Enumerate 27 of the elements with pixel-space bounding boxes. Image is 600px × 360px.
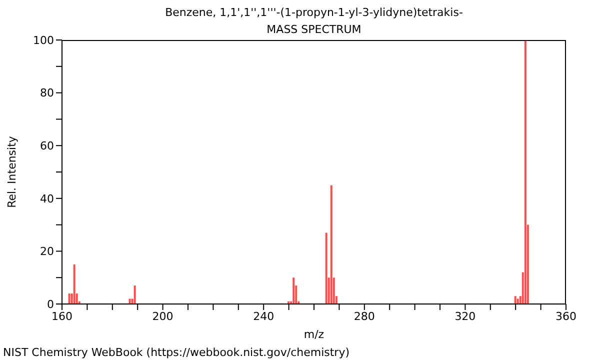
bar — [524, 40, 526, 304]
x-axis-title: m/z — [302, 328, 326, 341]
y-axis-title: Rel. Intensity — [6, 136, 18, 208]
x-tick-label: 200 — [152, 310, 174, 323]
bar — [128, 298, 131, 304]
chart-title: Benzene, 1,1',1'',1'''-(1-propyn-1-yl-3-ylidyne)tetrakis- — [164, 6, 464, 19]
x-tick-label: 240 — [253, 310, 274, 323]
chart-subtitle: MASS SPECTRUM — [266, 23, 362, 36]
bar — [134, 286, 136, 304]
y-tick-label: 80 — [40, 86, 54, 100]
bar — [516, 298, 519, 304]
bar — [325, 232, 328, 304]
y-tick-label: 0 — [47, 298, 54, 311]
x-tick-label: 360 — [556, 310, 576, 323]
bar — [68, 293, 70, 304]
bar — [514, 296, 516, 304]
x-tick-label: 160 — [52, 310, 72, 323]
bar — [73, 264, 76, 304]
y-tick-label: 100 — [33, 34, 54, 47]
x-tick-label: 280 — [354, 310, 375, 323]
y-tick-label: 60 — [40, 140, 54, 153]
bar — [330, 185, 332, 304]
bar — [292, 278, 295, 304]
y-tick-label: 20 — [40, 245, 54, 258]
y-tick-label: 40 — [40, 192, 54, 206]
x-tick-label: 320 — [454, 310, 476, 323]
text: NIST Chemistry WebBook (https://webbook.nist.gov/chemistry) — [3, 346, 350, 359]
